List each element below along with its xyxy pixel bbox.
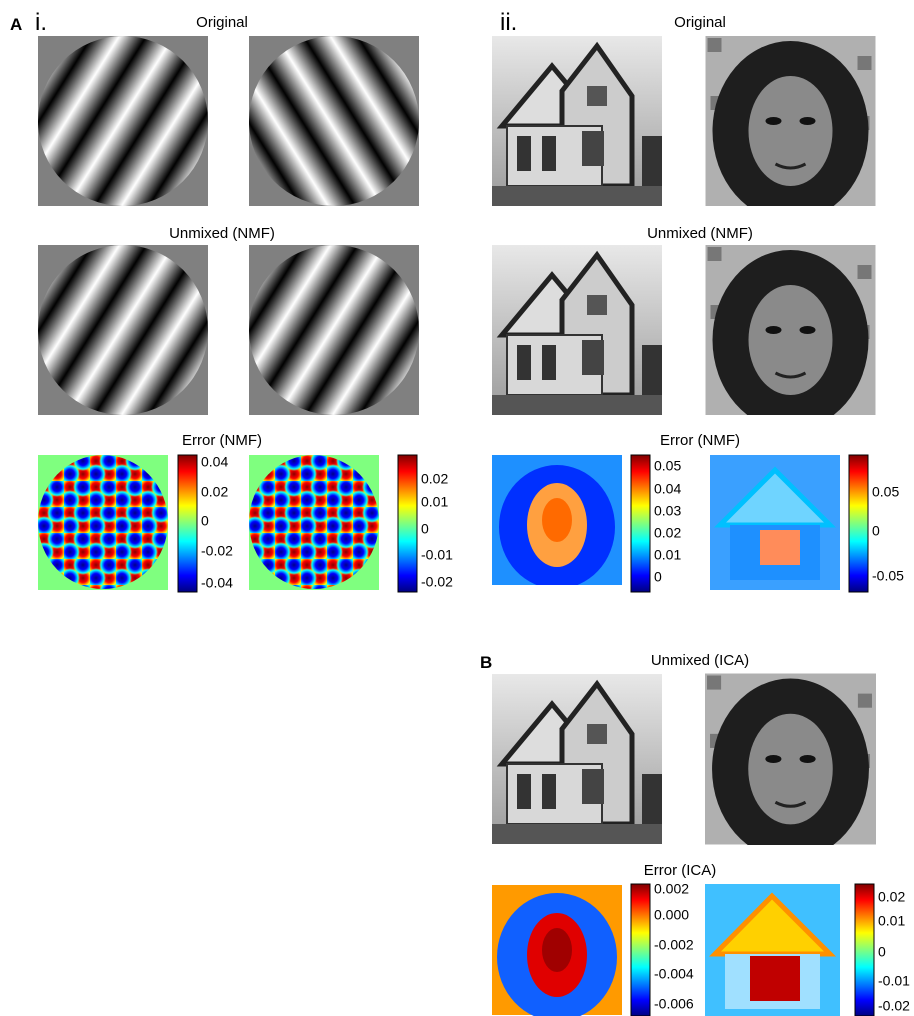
panel-b: B Unmixed (ICA) Error (ICA): [480, 652, 876, 1016]
colorbar-tick-label: 0.02: [201, 484, 228, 500]
image: [38, 36, 208, 206]
image: [38, 245, 208, 415]
colorbar-tick-label: 0.01: [878, 913, 905, 929]
colorbar-tick-label: 0.01: [654, 547, 681, 563]
row-title: Error (NMF): [660, 432, 740, 449]
colorbar-tick-label: -0.02: [878, 998, 910, 1014]
image: [492, 674, 662, 844]
colorbar-tick-label: -0.002: [654, 937, 694, 953]
colorbar: [855, 884, 874, 1016]
colorbar: [178, 455, 197, 592]
colorbar: [849, 455, 868, 592]
figure: A i. Original Unmixed (NMF) Error (NMF) …: [0, 0, 914, 1016]
colorbar-tick-label: -0.004: [654, 966, 694, 982]
panel-label: A: [10, 15, 22, 34]
colorbar-tick-label: 0.04: [201, 454, 228, 470]
colorbar-tick-label: -0.02: [421, 574, 453, 590]
panel-label: B: [480, 653, 492, 672]
colorbar-tick-label: 0.02: [421, 471, 448, 487]
row-title: Unmixed (NMF): [647, 225, 753, 242]
colorbar-tick-label: 0.04: [654, 481, 681, 497]
error-map: [38, 455, 168, 590]
row-title: Original: [196, 14, 248, 31]
image: [249, 36, 419, 206]
colorbar-tick-label: 0: [201, 513, 209, 529]
colorbar-tick-label: 0: [878, 944, 886, 960]
colorbar-tick-label: 0.002: [654, 881, 689, 897]
colorbar-tick-label: -0.01: [421, 547, 453, 563]
colorbar-tick-label: 0.05: [654, 458, 681, 474]
colorbar-tick-label: 0.01: [421, 494, 448, 510]
subpanel-label: ii.: [500, 9, 517, 36]
error-map: [249, 455, 379, 590]
colorbar-tick-label: -0.02: [201, 543, 233, 559]
row-title: Original: [674, 14, 726, 31]
error-map: [492, 455, 622, 589]
colorbar-tick-label: 0: [872, 523, 880, 539]
colorbar-tick-label: -0.04: [201, 575, 233, 591]
error-map: [705, 884, 840, 1016]
colorbar-tick-label: 0: [421, 521, 429, 537]
image: [706, 36, 876, 221]
image: [705, 674, 876, 860]
colorbar-tick-label: 0.05: [872, 484, 899, 500]
error-map: [492, 885, 622, 1016]
colorbar-tick-label: 0.03: [654, 503, 681, 519]
colorbar: [398, 455, 417, 592]
colorbar-tick-label: 0: [654, 569, 662, 585]
colorbar-tick-label: -0.006: [654, 996, 694, 1012]
image: [706, 245, 876, 430]
image: [249, 245, 419, 415]
colorbar-tick-label: -0.01: [878, 973, 910, 989]
row-title: Error (NMF): [182, 432, 262, 449]
image: [492, 36, 662, 206]
row-title: Error (ICA): [644, 862, 717, 879]
colorbar: [631, 884, 650, 1016]
colorbar-tick-label: 0.02: [654, 525, 681, 541]
error-map: [710, 455, 840, 590]
colorbar: [631, 455, 650, 592]
row-title: Unmixed (ICA): [651, 652, 749, 669]
row-title: Unmixed (NMF): [169, 225, 275, 242]
figure-canvas: A i. Original Unmixed (NMF) Error (NMF) …: [0, 0, 914, 1016]
colorbar-tick-label: -0.05: [872, 568, 904, 584]
colorbar-tick-label: 0.000: [654, 907, 689, 923]
colorbar-tick-label: 0.02: [878, 889, 905, 905]
subpanel-label: i.: [35, 9, 47, 36]
image: [492, 245, 662, 415]
